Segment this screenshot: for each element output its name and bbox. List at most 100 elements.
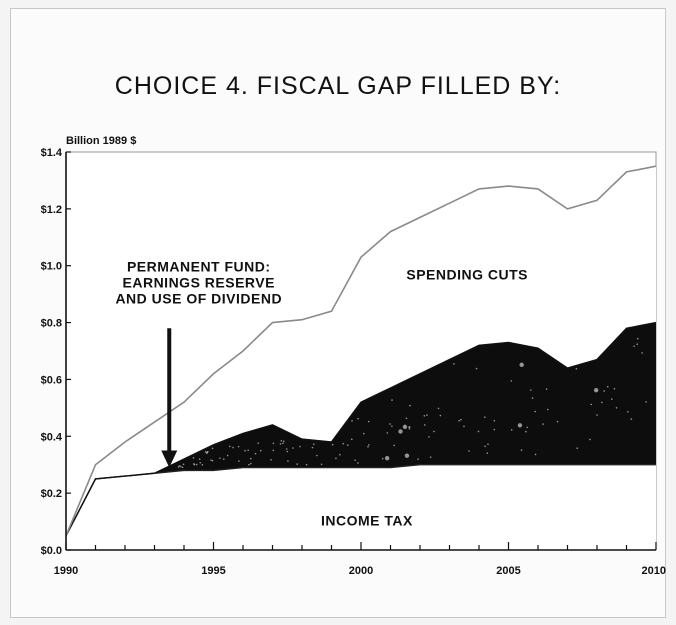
area-income-tax [66, 464, 656, 550]
texture-speck [389, 423, 391, 425]
texture-speck [417, 458, 419, 460]
texture-speck [526, 426, 529, 429]
texture-speck [354, 459, 356, 462]
texture-speck [641, 352, 643, 354]
texture-speck [645, 401, 647, 403]
texture-speck [606, 385, 609, 388]
texture-speck [426, 414, 428, 416]
texture-speck [192, 457, 195, 459]
texture-speck [311, 446, 314, 449]
texture-speck [206, 450, 209, 453]
texture-speck [199, 461, 202, 464]
texture-speck [593, 388, 599, 393]
texture-speck [398, 429, 403, 434]
y-tick-label: $0.0 [41, 545, 62, 557]
texture-speck [193, 463, 195, 465]
texture-speck [453, 363, 455, 365]
texture-speck [486, 452, 489, 454]
texture-speck [525, 430, 527, 433]
y-tick-label: $0.4 [41, 431, 63, 443]
texture-speck [636, 343, 638, 346]
y-tick-label: $0.8 [41, 318, 62, 330]
texture-speck [211, 459, 214, 462]
texture-speck [368, 444, 370, 446]
texture-speck [201, 464, 204, 466]
texture-speck [316, 454, 318, 457]
texture-speck [542, 423, 544, 425]
line-income-tax [65, 464, 656, 537]
texture-speck [292, 447, 294, 449]
x-tick-label: 2010 [642, 565, 666, 577]
texture-speck [367, 420, 370, 423]
texture-speck [615, 406, 618, 409]
texture-speck [178, 465, 181, 467]
texture-speck [510, 429, 513, 431]
texture-speck [238, 460, 240, 462]
texture-speck [576, 447, 579, 450]
texture-speck [211, 447, 214, 450]
texture-speck [510, 380, 513, 382]
texture-speck [299, 445, 301, 448]
texture-speck [320, 463, 323, 466]
texture-speck [475, 367, 478, 370]
texture-speck [248, 463, 250, 466]
y-tick-label: $1.2 [41, 204, 62, 216]
arrow-head [161, 450, 178, 468]
texture-speck [613, 387, 616, 390]
texture-speck [603, 390, 605, 392]
texture-speck [335, 457, 337, 460]
x-tick-label: 1990 [54, 565, 78, 577]
texture-speck [404, 453, 410, 458]
texture-speck [433, 430, 435, 433]
texture-speck [312, 443, 315, 446]
texture-speck [402, 424, 408, 430]
texture-speck [556, 420, 559, 423]
texture-speck [391, 399, 393, 401]
texture-speck [222, 458, 225, 460]
texture-speck [331, 443, 334, 446]
texture-speck [232, 446, 234, 449]
label-permanent-fund: EARNINGS RESERVE [123, 275, 275, 291]
texture-speck [633, 345, 635, 348]
texture-speck [280, 439, 283, 442]
texture-speck [210, 459, 212, 461]
texture-speck [305, 463, 308, 466]
texture-speck [477, 430, 480, 433]
label-income-tax: INCOME TAX [321, 513, 413, 529]
texture-speck [468, 450, 470, 452]
texture-speck [393, 444, 395, 447]
texture-speck [181, 466, 184, 469]
texture-speck [575, 368, 578, 370]
texture-speck [272, 442, 275, 445]
texture-speck [630, 418, 633, 420]
y-tick-label: $1.0 [41, 261, 62, 273]
texture-speck [429, 456, 432, 458]
line-permanent-fund [65, 321, 657, 537]
y-tick-label: $0.6 [41, 374, 62, 386]
texture-speck [254, 452, 257, 455]
texture-speck [259, 449, 262, 452]
texture-speck [219, 457, 221, 459]
texture-speck [272, 449, 275, 452]
texture-speck [439, 414, 442, 417]
texture-speck [282, 440, 285, 443]
label-spending-cuts: SPENDING CUTS [406, 267, 528, 283]
texture-speck [270, 459, 272, 461]
texture-speck [204, 451, 207, 453]
texture-speck [205, 452, 208, 454]
texture-speck [182, 463, 185, 466]
texture-speck [408, 426, 411, 428]
texture-speck [589, 438, 591, 441]
texture-speck [257, 442, 260, 444]
texture-speck [342, 442, 345, 445]
texture-speck [463, 425, 465, 428]
texture-speck [296, 463, 298, 465]
x-tick-label: 2005 [496, 565, 520, 577]
y-tick-label: $0.2 [41, 488, 62, 500]
texture-speck [534, 453, 537, 456]
texture-speck [611, 398, 613, 400]
texture-speck [287, 460, 289, 462]
texture-speck [458, 419, 460, 422]
texture-speck [517, 423, 523, 428]
x-tick-label: 2000 [349, 565, 373, 577]
